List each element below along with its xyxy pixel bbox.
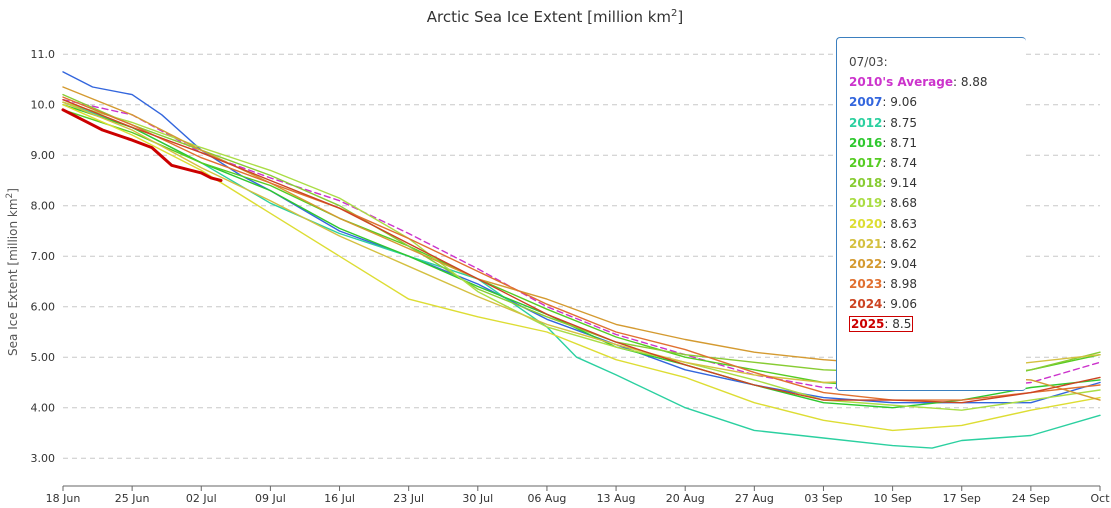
- series-line-2023: [62, 96, 1101, 401]
- tooltip-date: 07/03:: [849, 55, 888, 69]
- tooltip-series-name: 2023: [849, 277, 883, 292]
- tooltip-series-value: : 9.06: [882, 95, 917, 110]
- tooltip-series-value: : 8.62: [882, 236, 917, 251]
- tooltip-series-name: 2019: [849, 196, 883, 211]
- tooltip-row: 2012: 8.75: [849, 113, 1026, 133]
- y-tick-label: 5.00: [31, 351, 56, 364]
- tooltip-series-value: : 8.74: [882, 155, 917, 170]
- tooltip-series-value: : 8.5: [884, 317, 912, 332]
- tooltip-entry: 2018: 9.14: [849, 176, 917, 190]
- x-tick-label: 02 Jul: [186, 492, 217, 505]
- y-tick-label: 11.0: [31, 48, 56, 61]
- y-axis-ticks: 3.00 4.00 5.00 6.00 7.00 8.00 9.00 10.0 11.0: [31, 48, 56, 465]
- tooltip-entry: 2007: 9.06: [849, 95, 917, 109]
- tooltip-entry: 2022: 9.04: [849, 257, 917, 271]
- tooltip-series-name: 2025: [851, 317, 885, 332]
- tooltip-series-name: 2021: [849, 236, 883, 251]
- y-tick-label: 7.00: [31, 250, 56, 263]
- tooltip-entry: 2020: 8.63: [849, 217, 917, 231]
- x-tick-label: 27 Aug: [735, 492, 774, 505]
- series-line-2025: [61, 108, 223, 182]
- tooltip-series-value: : 8.88: [952, 75, 988, 90]
- y-tick-label: 10.0: [31, 99, 56, 112]
- series-line-2007: [62, 71, 1101, 404]
- tooltip-panel: 07/03: 2010's Average: 8.88 2007: 9.06 201…: [836, 37, 1026, 391]
- tooltip-series-value: : 9.04: [882, 256, 917, 271]
- tooltip-entry: 2016: 8.71: [849, 136, 917, 150]
- y-axis-label: Sea Ice Extent [million km2]: [5, 188, 20, 356]
- x-tick-label: 24 Sep: [1012, 492, 1050, 505]
- tooltip-row: 2017: 8.74: [849, 153, 1026, 173]
- y-tick-label: 8.00: [31, 200, 56, 213]
- tooltip-series-name: 2022: [849, 256, 883, 271]
- x-tick-label: 30 Jul: [462, 492, 493, 505]
- tooltip-row: 2025: 8.5: [849, 314, 1026, 334]
- y-tick-label: 4.00: [31, 402, 56, 415]
- tooltip-series-value: : 9.14: [882, 176, 917, 191]
- tooltip-entry: 2025: 8.5: [849, 316, 914, 333]
- tooltip-series-name: 2018: [849, 176, 883, 191]
- tooltip-row: 2019: 8.68: [849, 193, 1026, 213]
- tooltip-row: 2023: 8.98: [849, 274, 1026, 294]
- tooltip-entry: 2021: 8.62: [849, 237, 917, 251]
- tooltip-series-value: : 8.75: [882, 115, 917, 130]
- tooltip-series-name: 2017: [849, 155, 883, 170]
- x-tick-label: 06 Aug: [527, 492, 566, 505]
- series-line-2012: [62, 101, 1101, 449]
- series-line-2020: [62, 103, 1101, 432]
- x-tick-label: 03 Sep: [804, 492, 842, 505]
- x-tick-label: 10 Sep: [873, 492, 911, 505]
- x-tick-label: 13 Aug: [597, 492, 636, 505]
- x-tick-label: 09 Jul: [255, 492, 286, 505]
- tooltip-series-value: : 8.68: [882, 196, 917, 211]
- y-tick-label: 6.00: [31, 301, 56, 314]
- tooltip-series-name: 2020: [849, 216, 883, 231]
- series-line-2016: [62, 103, 1101, 409]
- y-tick-label: 9.00: [31, 149, 56, 162]
- tooltip-entry: 2024: 9.06: [849, 297, 917, 311]
- tooltip-series-value: : 8.63: [882, 216, 917, 231]
- x-tick-label: 18 Jun: [46, 492, 81, 505]
- tooltip-row: 2016: 8.71: [849, 133, 1026, 153]
- tooltip-row: 2010's Average: 8.88: [849, 72, 1026, 92]
- x-tick-label: 25 Jun: [115, 492, 150, 505]
- tooltip-entry: 2010's Average: 8.88: [849, 75, 988, 89]
- series-line-2019: [62, 101, 1101, 411]
- tooltip-row: 2024: 9.06: [849, 294, 1026, 314]
- tooltip-entry: 2017: 8.74: [849, 156, 917, 170]
- tooltip-row: 2018: 9.14: [849, 173, 1026, 193]
- x-tick-label: 20 Aug: [666, 492, 705, 505]
- tooltip-entry: 2019: 8.68: [849, 196, 917, 210]
- x-tick-label: 17 Sep: [943, 492, 981, 505]
- x-axis-ticks: 18 Jun 25 Jun 02 Jul 09 Jul 16 Jul 23 Jul 30 J…: [46, 485, 1110, 505]
- y-tick-label: 3.00: [31, 452, 56, 465]
- tooltip-row: 2020: 8.63: [849, 214, 1026, 234]
- tooltip-entry: 2023: 8.98: [849, 277, 917, 291]
- x-tick-label: Oct: [1090, 492, 1110, 505]
- tooltip-row: 2007: 9.06: [849, 92, 1026, 112]
- series-line-2024: [62, 98, 1101, 404]
- tooltip-row: 2021: 8.62: [849, 234, 1026, 254]
- chart-title: Arctic Sea Ice Extent [million km2]: [427, 8, 684, 26]
- x-tick-label: 16 Jul: [324, 492, 355, 505]
- tooltip-entry: 2012: 8.75: [849, 116, 917, 130]
- tooltip-series-name: 2024: [849, 297, 883, 312]
- tooltip-series-value: : 8.98: [882, 277, 917, 292]
- x-tick-label: 23 Jul: [393, 492, 424, 505]
- tooltip-series-name: 2010's Average: [849, 75, 953, 90]
- tooltip-series-name: 2012: [849, 115, 883, 130]
- tooltip-series-name: 2016: [849, 135, 883, 150]
- tooltip-series-name: 2007: [849, 95, 883, 110]
- tooltip-series-value: : 8.71: [882, 135, 917, 150]
- tooltip-row: 2022: 9.04: [849, 254, 1026, 274]
- tooltip-series-value: : 9.06: [882, 297, 917, 312]
